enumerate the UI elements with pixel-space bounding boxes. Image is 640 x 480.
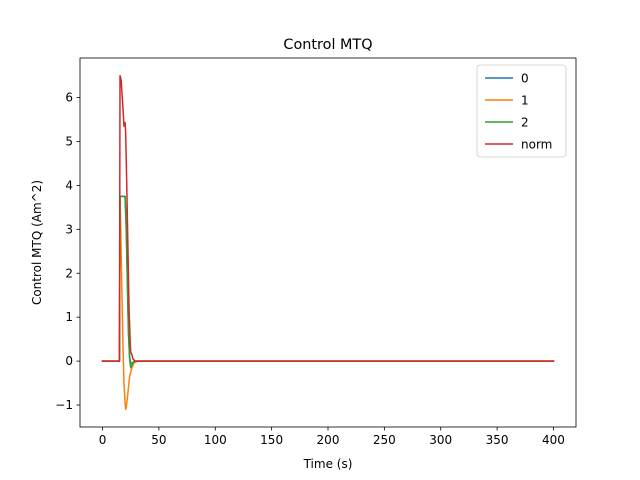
y-tick-label: 6 bbox=[65, 91, 73, 105]
y-tick-label: 0 bbox=[65, 354, 73, 368]
y-tick-label: −1 bbox=[55, 398, 73, 412]
y-tick-label: 4 bbox=[65, 178, 73, 192]
x-tick-label: 300 bbox=[429, 433, 452, 447]
chart-title: Control MTQ bbox=[283, 37, 372, 53]
y-tick-label: 2 bbox=[65, 266, 73, 280]
x-tick-label: 400 bbox=[542, 433, 565, 447]
x-tick-label: 150 bbox=[260, 433, 283, 447]
x-tick-label: 200 bbox=[317, 433, 340, 447]
x-tick-label: 50 bbox=[151, 433, 166, 447]
y-tick-label: 3 bbox=[65, 222, 73, 236]
legend-box bbox=[476, 64, 567, 158]
plot-area bbox=[101, 74, 555, 411]
legend: 0 1 2 norm bbox=[476, 64, 567, 158]
x-tick-label: 0 bbox=[99, 433, 107, 447]
y-tick-label: 5 bbox=[65, 134, 73, 148]
legend-label-0: 0 bbox=[521, 72, 529, 86]
series-line-3 bbox=[101, 74, 555, 362]
axis-ticks: 0 50 100 150 200 250 300 350 400 −1 0 1 2 3 4 5 6 bbox=[55, 91, 565, 447]
x-tick-label: 100 bbox=[204, 433, 227, 447]
y-axis-label: Control MTQ (Am^2) bbox=[30, 180, 44, 305]
y-tick-label: 1 bbox=[65, 310, 73, 324]
x-axis-label: Time (s) bbox=[303, 457, 353, 471]
legend-label-1: 1 bbox=[521, 94, 529, 108]
x-tick-label: 350 bbox=[486, 433, 509, 447]
x-tick-label: 250 bbox=[373, 433, 396, 447]
legend-label-2: 2 bbox=[521, 116, 529, 130]
legend-label-3: norm bbox=[521, 138, 552, 152]
